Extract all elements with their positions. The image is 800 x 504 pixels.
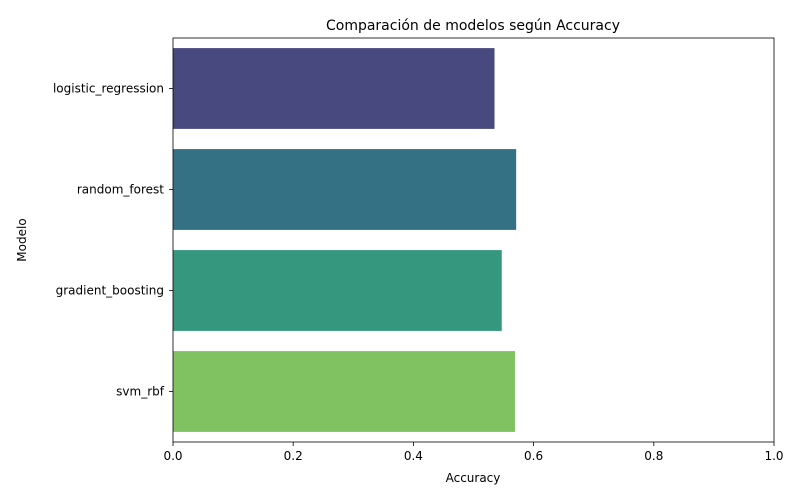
y-axis-label: Modelo — [15, 218, 29, 261]
bar-gradient-boosting — [173, 250, 502, 331]
x-axis-ticks: 0.0 0.2 0.4 0.6 0.8 1.0 — [163, 442, 784, 463]
y-tick-label: gradient_boosting — [56, 284, 164, 298]
x-tick-label: 0.4 — [404, 449, 423, 463]
chart-title: Comparación de modelos según Accuracy — [326, 18, 620, 34]
x-tick-label: 1.0 — [764, 449, 783, 463]
x-tick-label: 0.8 — [644, 449, 663, 463]
x-axis-label: Accuracy — [446, 471, 501, 485]
x-tick-label: 0.6 — [524, 449, 543, 463]
y-tick-label: random_forest — [77, 183, 164, 197]
y-tick-label: svm_rbf — [116, 385, 165, 399]
x-tick-label: 0.0 — [163, 449, 182, 463]
bar-random-forest — [173, 149, 517, 230]
bar-logistic-regression — [173, 48, 495, 129]
bars-group — [173, 48, 517, 432]
y-tick-label: logistic_regression — [53, 82, 164, 96]
plot-frame — [172, 37, 775, 443]
x-tick-label: 0.2 — [284, 449, 303, 463]
bar-svm-rbf — [173, 351, 515, 432]
y-axis-ticks: logistic_regression random_forest gradient… — [53, 82, 173, 399]
